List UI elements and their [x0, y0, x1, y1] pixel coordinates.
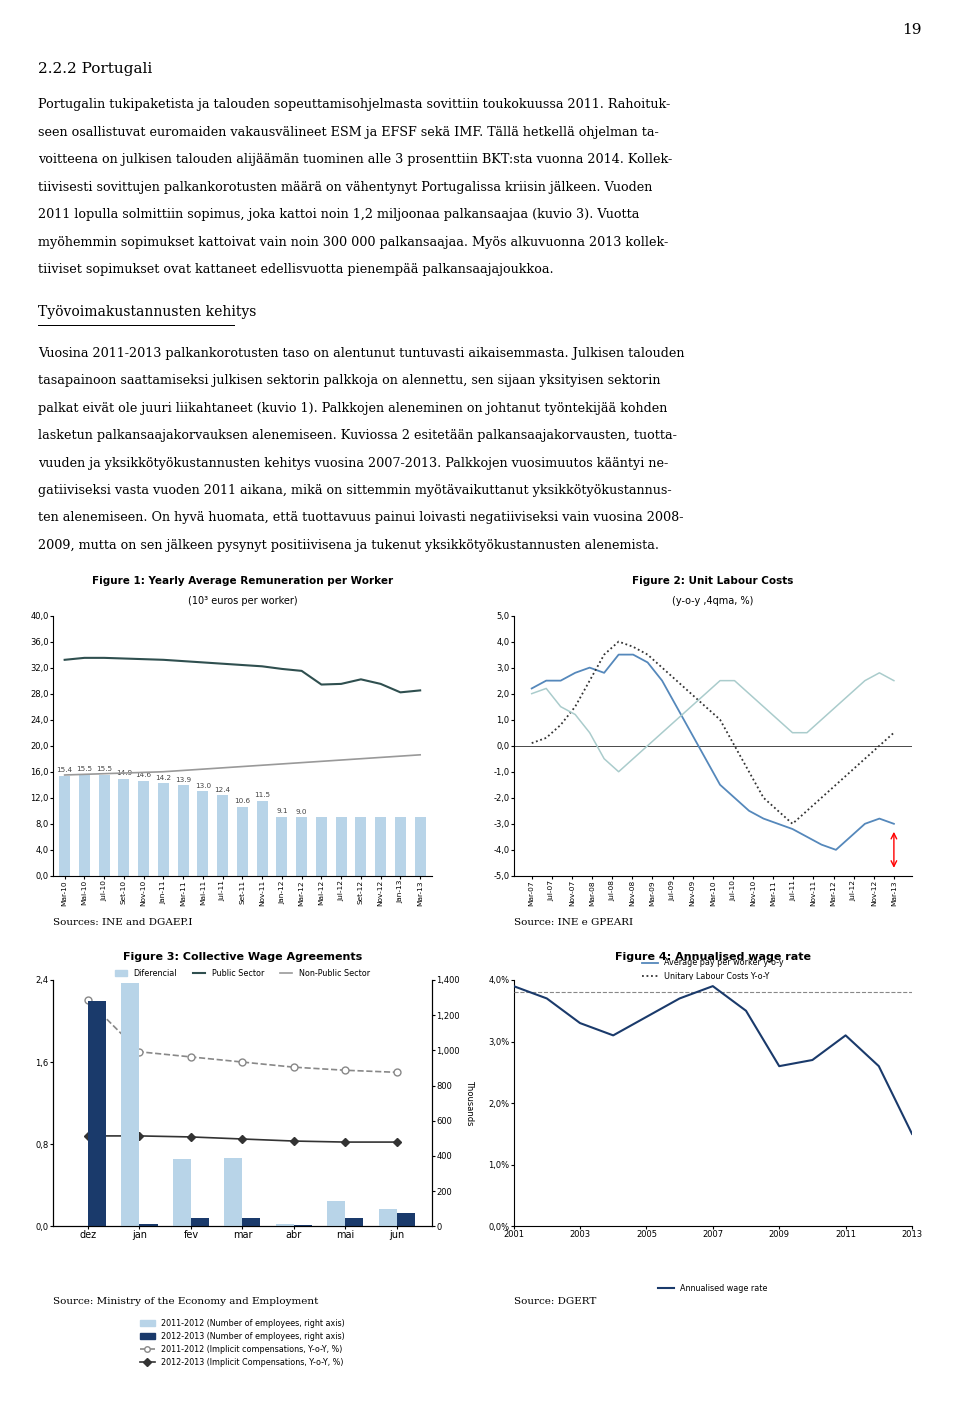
- Bar: [395, 817, 406, 875]
- Bar: [173, 1159, 191, 1225]
- Text: 19: 19: [902, 23, 922, 37]
- Text: 2.2.2 Portugali: 2.2.2 Portugali: [38, 62, 153, 76]
- Bar: [237, 806, 248, 875]
- Text: tiivisesti sovittujen palkankorotusten määrä on vähentynyt Portugalissa kriisin : tiivisesti sovittujen palkankorotusten m…: [38, 180, 653, 194]
- Bar: [225, 1158, 242, 1225]
- Text: palkat eivät ole juuri liikahtaneet (kuvio 1). Palkkojen aleneminen on johtanut : palkat eivät ole juuri liikahtaneet (kuv…: [38, 401, 668, 415]
- Text: 14.6: 14.6: [135, 772, 152, 778]
- Bar: [276, 1224, 294, 1225]
- Bar: [379, 1210, 396, 1225]
- Bar: [88, 1000, 106, 1225]
- Bar: [79, 775, 90, 875]
- Legend: Diferencial, Public Sector, Non-Public Sector: Diferencial, Public Sector, Non-Public S…: [111, 965, 373, 981]
- Bar: [256, 801, 268, 875]
- Legend: 2011-2012 (Number of employees, right axis), 2012-2013 (Number of employees, rig: 2011-2012 (Number of employees, right ax…: [137, 1316, 348, 1370]
- Bar: [327, 1200, 346, 1225]
- Text: seen osallistuvat euromaiden vakausvälineet ESM ja EFSF sekä IMF. Tällä hetkellä: seen osallistuvat euromaiden vakausvälin…: [38, 125, 660, 139]
- Text: 14.9: 14.9: [116, 770, 132, 777]
- Text: lasketun palkansaajakorvauksen alenemiseen. Kuviossa 2 esitetään palkansaajakorv: lasketun palkansaajakorvauksen alenemise…: [38, 429, 677, 442]
- Text: 2011 lopulla solmittiin sopimus, joka kattoi noin 1,2 miljoonaa palkansaajaa (ku: 2011 lopulla solmittiin sopimus, joka ka…: [38, 208, 639, 221]
- Bar: [138, 781, 149, 875]
- Bar: [294, 1224, 312, 1225]
- Bar: [276, 816, 287, 875]
- Text: vuuden ja yksikkötyökustannusten kehitys vuosina 2007-2013. Palkkojen vuosimuuto: vuuden ja yksikkötyökustannusten kehitys…: [38, 456, 669, 470]
- Y-axis label: Thousands: Thousands: [465, 1081, 473, 1126]
- Bar: [139, 1224, 157, 1225]
- Text: Source: DGERT: Source: DGERT: [514, 1296, 596, 1306]
- Text: 11.5: 11.5: [254, 792, 270, 798]
- Text: Portugalin tukipaketista ja talouden sopeuttamisohjelmasta sovittiin toukokuussa: Portugalin tukipaketista ja talouden sop…: [38, 98, 671, 111]
- Bar: [316, 817, 326, 875]
- Bar: [118, 779, 130, 875]
- Text: 15.5: 15.5: [77, 767, 92, 772]
- Text: myöhemmin sopimukset kattoivat vain noin 300 000 palkansaajaa. Myös alkuvuonna 2: myöhemmin sopimukset kattoivat vain noin…: [38, 235, 669, 249]
- Text: Figure 3: Collective Wage Agreements: Figure 3: Collective Wage Agreements: [123, 951, 362, 962]
- Bar: [99, 775, 109, 875]
- Bar: [415, 817, 425, 875]
- Text: Figure 2: Unit Labour Costs: Figure 2: Unit Labour Costs: [632, 575, 794, 587]
- Bar: [122, 983, 139, 1225]
- Bar: [336, 817, 347, 875]
- Text: (10³ euros per worker): (10³ euros per worker): [187, 595, 298, 606]
- Bar: [191, 1218, 209, 1225]
- Text: voitteena on julkisen talouden alijäämän tuominen alle 3 prosenttiin BKT:sta vuo: voitteena on julkisen talouden alijäämän…: [38, 153, 673, 166]
- Text: Source: INE e GPEARI: Source: INE e GPEARI: [514, 917, 633, 927]
- Bar: [355, 817, 367, 875]
- Text: 9.1: 9.1: [276, 808, 288, 815]
- Text: tasapainoon saattamiseksi julkisen sektorin palkkoja on alennettu, sen sijaan yk: tasapainoon saattamiseksi julkisen sekto…: [38, 374, 660, 387]
- Text: 9.0: 9.0: [296, 809, 307, 815]
- Legend: Average pay per worker y-o-y, Unitary Labour Costs Y-o-Y, Productivity Y-o-Y: Average pay per worker y-o-y, Unitary La…: [638, 955, 787, 996]
- Legend: Annualised wage rate: Annualised wage rate: [655, 1280, 771, 1296]
- Text: Vuosina 2011-2013 palkankorotusten taso on alentunut tuntuvasti aikaisemmasta. J: Vuosina 2011-2013 palkankorotusten taso …: [38, 346, 684, 360]
- Bar: [198, 791, 208, 875]
- Text: 14.2: 14.2: [156, 775, 172, 781]
- Text: Sources: INE and DGAEP.I: Sources: INE and DGAEP.I: [53, 917, 192, 927]
- Bar: [396, 1213, 415, 1225]
- Text: 15.5: 15.5: [96, 767, 112, 772]
- Bar: [346, 1217, 363, 1225]
- Text: Figure 4: Annualised wage rate: Figure 4: Annualised wage rate: [614, 951, 811, 962]
- Text: gatiiviseksi vasta vuoden 2011 aikana, mikä on sittemmin myötävaikuttanut yksikk: gatiiviseksi vasta vuoden 2011 aikana, m…: [38, 484, 672, 497]
- Text: tiiviset sopimukset ovat kattaneet edellisvuotta pienempää palkansaajajoukkoa.: tiiviset sopimukset ovat kattaneet edell…: [38, 263, 554, 276]
- Bar: [375, 817, 386, 875]
- Bar: [60, 775, 70, 875]
- Text: 10.6: 10.6: [234, 798, 251, 805]
- Text: 2009, mutta on sen jälkeen pysynyt positiivisena ja tukenut yksikkötyökustannust: 2009, mutta on sen jälkeen pysynyt posit…: [38, 539, 660, 552]
- Bar: [242, 1217, 260, 1225]
- Text: 15.4: 15.4: [57, 767, 73, 772]
- Text: Figure 1: Yearly Average Remuneration per Worker: Figure 1: Yearly Average Remuneration pe…: [92, 575, 393, 587]
- Bar: [297, 817, 307, 875]
- Bar: [158, 784, 169, 875]
- Text: Työvoimakustannusten kehitys: Työvoimakustannusten kehitys: [38, 304, 256, 318]
- Bar: [217, 795, 228, 875]
- Text: (y-o-y ,4qma, %): (y-o-y ,4qma, %): [672, 595, 754, 606]
- Text: Source: Ministry of the Economy and Employment: Source: Ministry of the Economy and Empl…: [53, 1296, 318, 1306]
- Text: 12.4: 12.4: [215, 787, 230, 792]
- Text: ten alenemiseen. On hyvä huomata, että tuottavuus painui loivasti negatiiviseksi: ten alenemiseen. On hyvä huomata, että t…: [38, 511, 684, 525]
- Bar: [178, 785, 188, 875]
- Text: 13.0: 13.0: [195, 782, 211, 789]
- Text: 13.9: 13.9: [175, 777, 191, 782]
